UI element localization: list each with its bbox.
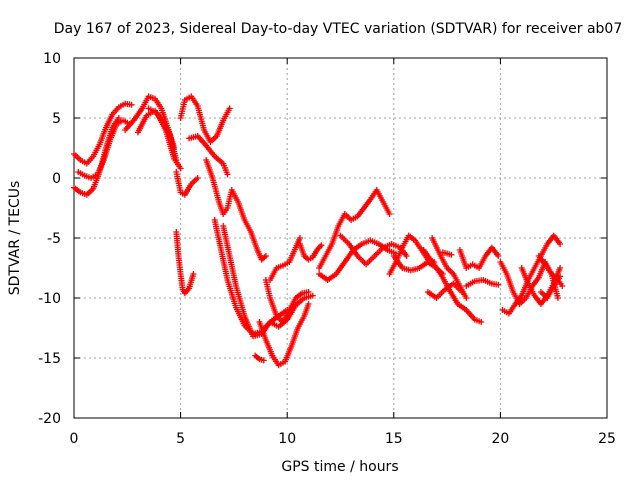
series-arc-18	[296, 241, 325, 263]
data-point	[309, 292, 316, 299]
data-point	[403, 253, 410, 259]
y-tick-label: 0	[52, 171, 61, 187]
x-tick-label: 25	[598, 431, 616, 447]
series-arc-10	[186, 133, 231, 178]
series-arc-11	[203, 157, 269, 263]
data-point	[557, 265, 564, 271]
series-arc-9	[173, 229, 197, 297]
data-point	[224, 171, 231, 178]
y-tick-label: 5	[52, 111, 61, 127]
data-point	[296, 235, 303, 241]
data-points	[71, 93, 566, 369]
series-arc-20	[316, 237, 399, 283]
y-tick-label: 10	[43, 51, 61, 67]
y-axis-label: SDTVAR / TECUs	[7, 181, 23, 296]
y-tick-label: -15	[38, 351, 61, 367]
series-arc-6	[145, 105, 184, 172]
data-point	[495, 253, 502, 259]
data-point	[554, 295, 561, 301]
x-axis-label: GPS time / hours	[281, 459, 398, 475]
data-point	[386, 211, 393, 217]
y-tick-label: -10	[38, 291, 61, 307]
data-point	[557, 241, 564, 247]
data-point	[190, 271, 197, 277]
data-point	[318, 242, 325, 249]
data-point	[177, 165, 184, 172]
series-arc-1	[71, 100, 135, 167]
chart-title: Day 167 of 2023, Sidereal Day-to-day VTE…	[54, 21, 623, 37]
data-point	[559, 283, 566, 289]
series-arc-8	[177, 93, 233, 145]
series-arc-7	[173, 169, 201, 198]
y-axis: -20 -15 -10 -5 0 5 10	[38, 51, 607, 427]
series-arc-19	[316, 187, 393, 271]
series-arc-34	[537, 273, 564, 301]
y-tick-label: -5	[47, 231, 61, 247]
series-arc-21	[337, 232, 410, 268]
data-point	[262, 253, 269, 259]
x-tick-label: 10	[278, 431, 296, 447]
data-point	[260, 357, 267, 364]
series-arc-15	[252, 352, 267, 364]
series-arc-29	[463, 277, 502, 289]
data-point	[463, 295, 470, 301]
x-tick-label: 5	[176, 431, 185, 447]
series-arc-26	[429, 235, 470, 301]
data-point	[478, 319, 485, 325]
data-point	[226, 105, 233, 112]
series-arc-16	[262, 277, 312, 325]
series-arc-17	[267, 235, 303, 283]
series-arc-28	[456, 244, 502, 271]
x-tick-label: 0	[70, 431, 79, 447]
data-point	[557, 273, 564, 280]
x-tick-label: 15	[385, 431, 403, 447]
series-arc-14	[256, 301, 312, 369]
data-point	[495, 281, 502, 288]
data-point	[128, 101, 135, 108]
x-tick-label: 20	[491, 431, 509, 447]
data-point	[305, 301, 312, 307]
y-tick-label: -20	[38, 411, 61, 427]
series-arc-27	[439, 249, 455, 258]
series-arc-3	[75, 117, 133, 181]
x-axis: 0 5 10 15 20 25	[70, 58, 616, 447]
data-point	[305, 289, 312, 295]
data-point	[448, 251, 455, 258]
data-point	[194, 175, 201, 181]
